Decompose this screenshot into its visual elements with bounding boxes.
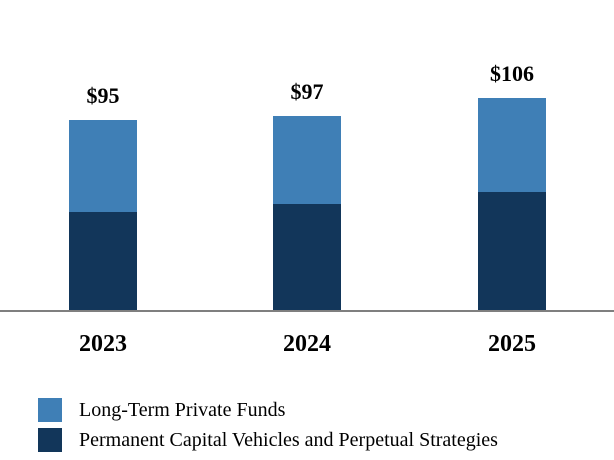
x-tick-labels-group: 2023 2024 2025 <box>79 331 536 357</box>
bar-2025-long-term-private-funds <box>478 98 546 192</box>
x-tick-label-2023: 2023 <box>79 331 127 357</box>
legend-label-permanent-capital: Permanent Capital Vehicles and Perpetual… <box>79 428 498 451</box>
legend: Long-Term Private Funds Permanent Capita… <box>38 395 498 455</box>
bar-2025-permanent-capital <box>478 192 546 310</box>
total-label-2024: $97 <box>291 79 324 104</box>
bar-2023-long-term-private-funds <box>69 120 137 212</box>
bar-2024-long-term-private-funds <box>273 116 341 204</box>
legend-item-long-term-private-funds: Long-Term Private Funds <box>38 395 498 425</box>
x-tick-label-2025: 2025 <box>488 331 536 357</box>
total-labels-group: $95 $97 $106 <box>87 61 535 108</box>
legend-swatch-long-term-private-funds <box>38 398 62 422</box>
legend-label-long-term-private-funds: Long-Term Private Funds <box>79 398 286 421</box>
legend-swatch-permanent-capital <box>38 428 62 452</box>
total-label-2025: $106 <box>490 61 534 86</box>
bar-2024-permanent-capital <box>273 204 341 310</box>
legend-item-permanent-capital: Permanent Capital Vehicles and Perpetual… <box>38 425 498 455</box>
bars-group <box>69 98 546 310</box>
total-label-2023: $95 <box>87 83 120 108</box>
x-tick-label-2024: 2024 <box>283 331 331 357</box>
bar-2023-permanent-capital <box>69 212 137 310</box>
